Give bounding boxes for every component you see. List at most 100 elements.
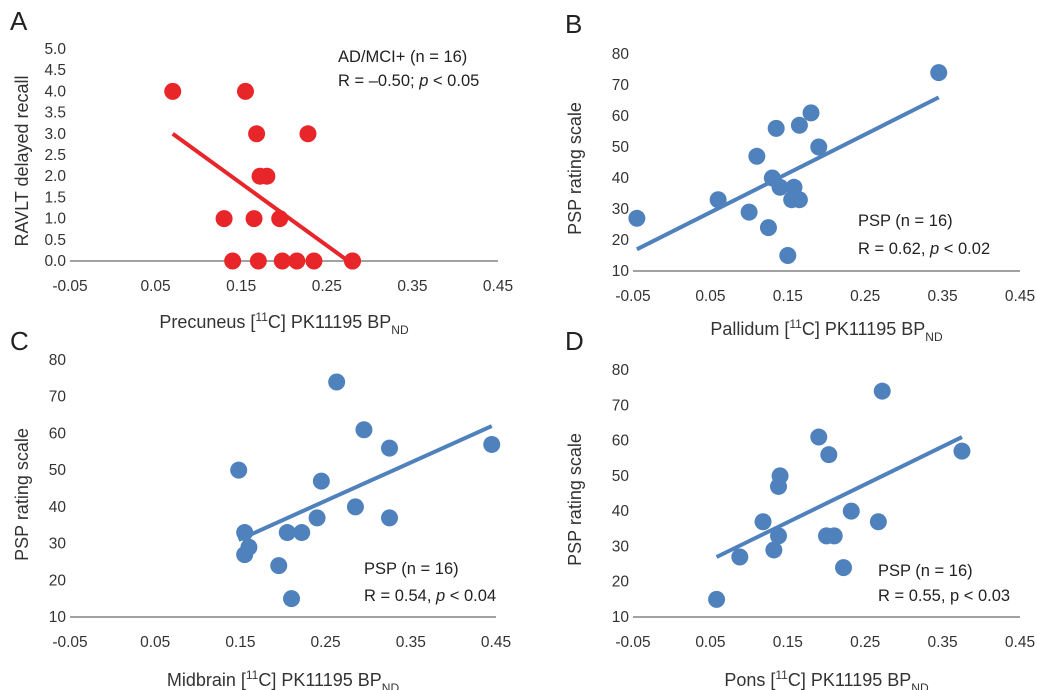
data-point bbox=[770, 527, 788, 545]
y-tick-label: 5.0 bbox=[44, 41, 66, 58]
data-point bbox=[810, 428, 828, 446]
data-point bbox=[245, 210, 263, 228]
data-point bbox=[628, 209, 646, 227]
x-tick-label: 0.45 bbox=[1005, 634, 1035, 651]
panel-a: A 0.0 0.5 1.0 1.5 2.0 2.5 3.0 3.5 4.0 4.5 5.0 -0.05 0… bbox=[10, 6, 513, 337]
y-tick-label: 0.5 bbox=[44, 232, 66, 249]
x-axis-label: Precuneus [11C] PK11195 BPND bbox=[159, 310, 409, 337]
y-tick-label: 40 bbox=[612, 170, 630, 187]
annotation-group: AD/MCI+ (n = 16) bbox=[338, 48, 467, 66]
y-tick-label: 2.5 bbox=[44, 147, 66, 164]
annotation-group: PSP (n = 16) bbox=[364, 560, 459, 578]
x-axis-label-mid: C] PK11195 BP bbox=[802, 319, 925, 339]
x-axis-label: Midbrain [11C] PK11195 BPND bbox=[167, 668, 400, 690]
annotation-stat: R = 0.55, p < 0.03 bbox=[878, 587, 1010, 605]
data-point bbox=[842, 502, 860, 520]
x-tick-label: 0.15 bbox=[773, 634, 803, 651]
x-axis-label-main: Precuneus [ bbox=[159, 312, 255, 332]
data-point bbox=[381, 509, 398, 527]
data-point bbox=[258, 167, 276, 185]
data-point bbox=[731, 548, 749, 566]
y-tick-label: 70 bbox=[612, 397, 630, 414]
annotation-stat-part: p bbox=[418, 72, 428, 90]
y-tick-label: 40 bbox=[49, 499, 67, 516]
panel-b: B 10 20 30 40 50 60 70 80 -0.05 0.05 0.15 0.25 0.35 0.… bbox=[565, 9, 1035, 344]
y-tick-label: 60 bbox=[612, 433, 630, 450]
x-axis-label-sup: 11 bbox=[789, 317, 802, 331]
data-point bbox=[708, 590, 726, 608]
data-point bbox=[312, 472, 330, 490]
annotation-stat-part: p bbox=[435, 587, 445, 605]
x-axis-label-mid: C] PK11195 BP bbox=[258, 670, 381, 690]
y-tick-label: 80 bbox=[49, 352, 67, 369]
y-tick-label: 70 bbox=[49, 389, 67, 406]
x-tick-label: 0.05 bbox=[695, 634, 725, 651]
x-axis-label-mid: C] PK11195 BP bbox=[268, 312, 391, 332]
y-tick-label: 30 bbox=[49, 536, 67, 553]
y-tick-label: 70 bbox=[612, 77, 630, 94]
x-axis-label-mid: C] PK11195 BP bbox=[788, 670, 911, 690]
annotation-stat-part: < 0.02 bbox=[939, 240, 990, 258]
annotation-stat-part: p bbox=[929, 240, 939, 258]
annotation-stat: R = 0.54, p < 0.04 bbox=[364, 587, 496, 605]
data-point bbox=[236, 524, 254, 542]
y-tick-label: 0.0 bbox=[44, 253, 66, 270]
x-axis-label: Pons [11C] PK11195 BPND bbox=[724, 668, 929, 690]
panel-c: C 10 20 30 40 50 60 70 80 -0.05 0.05 0.15 0.25 0.35 0.… bbox=[10, 326, 511, 690]
y-tick-label: 30 bbox=[612, 201, 630, 218]
y-tick-label: 60 bbox=[49, 425, 67, 442]
annotation-stat-part: R = –0.50; bbox=[338, 72, 419, 90]
x-axis-label: Pallidum [11C] PK11195 BPND bbox=[710, 317, 943, 344]
x-tick-label: 0.35 bbox=[396, 634, 426, 651]
x-tick-label: 0.45 bbox=[481, 634, 511, 651]
data-point bbox=[248, 125, 266, 143]
x-axis-label-sup: 11 bbox=[775, 668, 788, 682]
y-tick-label: 10 bbox=[49, 609, 67, 626]
data-point bbox=[754, 513, 772, 531]
x-tick-label: 0.15 bbox=[773, 288, 803, 305]
data-point bbox=[343, 252, 361, 270]
data-point bbox=[771, 467, 789, 485]
x-axis-label-main: Pallidum [ bbox=[710, 319, 789, 339]
data-point bbox=[164, 82, 182, 100]
data-point bbox=[224, 252, 242, 270]
data-point bbox=[771, 178, 789, 196]
data-point bbox=[240, 538, 258, 556]
x-axis-label-sub: ND bbox=[391, 323, 409, 337]
panel-letter: B bbox=[565, 9, 582, 39]
data-point bbox=[270, 557, 288, 575]
annotation-group: PSP (n = 16) bbox=[858, 212, 953, 230]
x-axis-label-main: Midbrain [ bbox=[167, 670, 246, 690]
y-tick-label: 1.0 bbox=[44, 211, 66, 228]
y-tick-label: 4.0 bbox=[44, 83, 66, 100]
data-point bbox=[790, 116, 808, 134]
data-point bbox=[953, 442, 971, 460]
x-tick-label: 0.45 bbox=[1005, 288, 1035, 305]
data-point bbox=[810, 138, 828, 156]
data-point bbox=[835, 559, 853, 577]
y-tick-label: 60 bbox=[612, 108, 630, 125]
y-tick-label: 1.5 bbox=[44, 189, 66, 206]
y-tick-label: 2.0 bbox=[44, 168, 66, 185]
x-tick-label: 0.15 bbox=[226, 278, 256, 295]
x-tick-label: 0.15 bbox=[225, 634, 255, 651]
data-point bbox=[273, 252, 291, 270]
data-point bbox=[346, 498, 364, 516]
annotation-stat: R = 0.62, p < 0.02 bbox=[858, 240, 990, 258]
data-point bbox=[230, 461, 248, 479]
data-point bbox=[381, 439, 398, 457]
y-axis-label: PSP rating scale bbox=[12, 428, 32, 561]
annotation-stat-part: < 0.04 bbox=[445, 587, 496, 605]
y-tick-label: 10 bbox=[612, 609, 630, 626]
data-point bbox=[293, 524, 311, 542]
annotation-stat-part: R = 0.62, bbox=[858, 240, 930, 258]
y-tick-label: 80 bbox=[612, 46, 630, 63]
y-tick-label: 20 bbox=[612, 232, 630, 249]
x-tick-label: 0.35 bbox=[928, 288, 958, 305]
y-tick-label: 50 bbox=[612, 468, 630, 485]
data-point bbox=[283, 590, 301, 608]
data-point bbox=[748, 147, 766, 165]
y-tick-label: 80 bbox=[612, 362, 630, 379]
data-point bbox=[820, 446, 838, 464]
